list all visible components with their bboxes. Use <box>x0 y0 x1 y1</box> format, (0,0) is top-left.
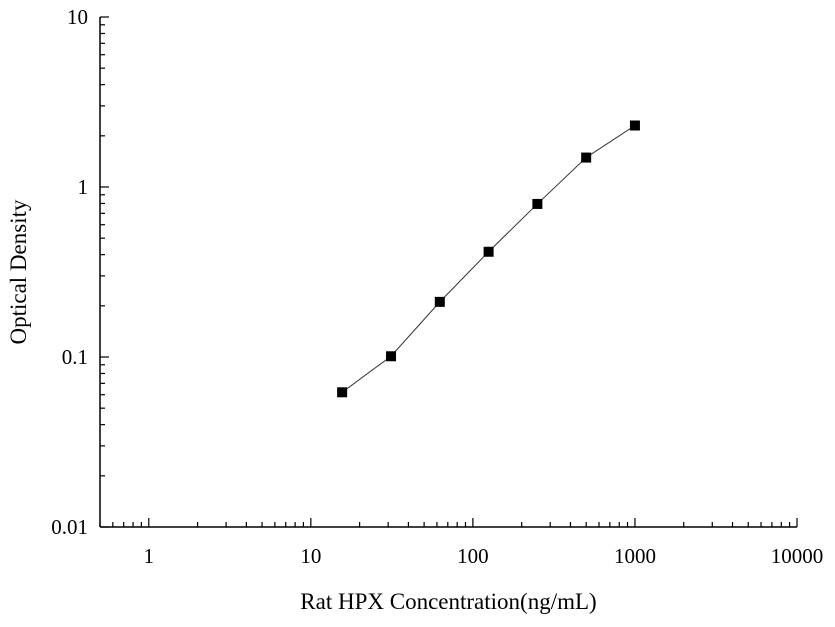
y-tick-label: 0.1 <box>62 345 88 369</box>
y-axis-title: Optical Density <box>6 199 31 344</box>
x-tick-label: 10 <box>300 544 321 568</box>
x-axis-title: Rat HPX Concentration(ng/mL) <box>300 589 596 614</box>
x-tick-label: 1000 <box>614 544 656 568</box>
ticks <box>99 16 798 528</box>
tick-labels: 1 10 100 1000 10000 0.01 0.1 1 10 <box>51 5 823 568</box>
y-tick-label: 1 <box>78 175 89 199</box>
series <box>337 120 640 398</box>
data-point <box>581 152 592 163</box>
data-point <box>532 198 543 209</box>
data-point <box>483 246 494 257</box>
data-point <box>337 387 348 398</box>
data-point <box>386 351 397 362</box>
x-tick-label: 10000 <box>771 544 824 568</box>
x-tick-label: 100 <box>457 544 489 568</box>
data-point <box>629 120 640 131</box>
x-tick-label: 1 <box>144 544 155 568</box>
y-tick-label: 10 <box>67 5 88 29</box>
axes <box>99 17 797 528</box>
y-tick-label: 0.01 <box>51 515 88 539</box>
data-point <box>434 296 445 307</box>
